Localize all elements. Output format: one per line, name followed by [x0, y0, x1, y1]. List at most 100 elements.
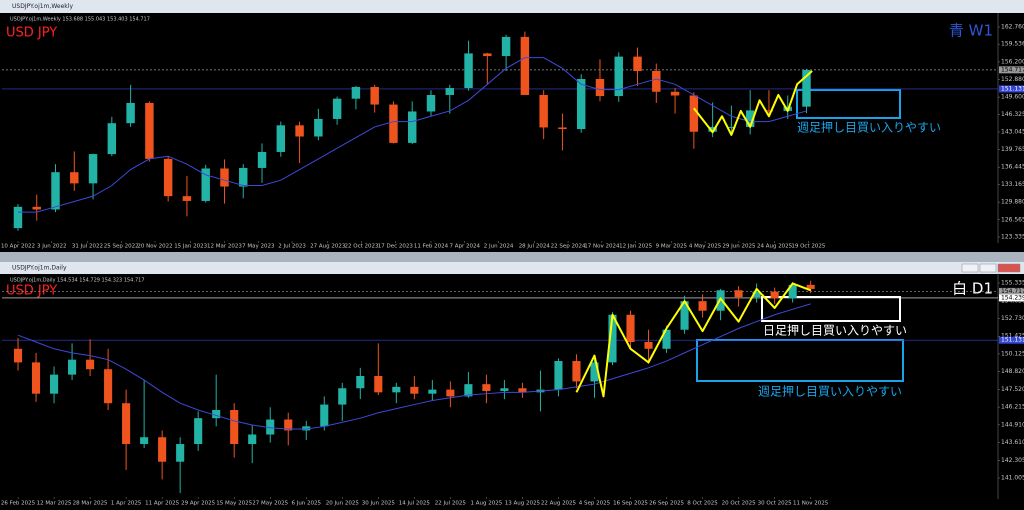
y-tick-label: 126.565 — [1001, 216, 1024, 223]
candle-body — [806, 284, 815, 289]
candle-body — [734, 290, 743, 298]
y-tick-label: 151.425 — [1001, 333, 1024, 340]
candle-body — [614, 56, 623, 97]
candle-body — [351, 86, 361, 99]
price-label: 154.717 — [1001, 66, 1024, 73]
candle-body — [626, 314, 635, 342]
candle-body — [764, 110, 774, 112]
x-tick-label: 2 Jul 2023 — [278, 244, 306, 250]
candle-body — [572, 361, 581, 382]
buy-zone-box — [796, 89, 901, 119]
candle-body — [426, 94, 436, 112]
window-title: USDJPY.oj1m,Weekly — [12, 3, 73, 10]
candle-body — [32, 206, 41, 210]
candle-body — [374, 376, 383, 393]
candle-body — [126, 102, 135, 124]
y-tick-label: 139.765 — [1001, 146, 1024, 153]
candle-body — [554, 361, 563, 390]
y-tick-label: 142.305 — [1001, 457, 1024, 464]
candle-body — [266, 419, 275, 435]
candle-body — [356, 376, 365, 389]
y-tick-label: 159.536 — [1001, 41, 1024, 48]
y-tick-label: 152.730 — [1001, 315, 1024, 322]
candle-body — [338, 388, 347, 405]
y-tick-label: 156.200 — [1001, 58, 1024, 65]
y-tick-label: 147.520 — [1001, 386, 1024, 393]
candle-body — [212, 410, 221, 419]
candle-body — [483, 53, 492, 57]
candle-body — [332, 98, 342, 119]
x-tick-label: 27 May 2025 — [252, 501, 288, 507]
candle-body — [576, 78, 586, 130]
y-tick-label: 155.335 — [1001, 280, 1024, 287]
candle-body — [13, 348, 23, 363]
x-tick-label: 11 Feb 2024 — [414, 244, 449, 250]
candle-body — [500, 388, 509, 391]
x-tick-label: 26 Feb 2025 — [1, 501, 36, 507]
candle-body — [445, 88, 455, 95]
x-tick-label: 11 Nov 2025 — [793, 501, 829, 507]
x-tick-label: 29 Apr 2025 — [181, 501, 216, 507]
buy-zone-box — [761, 296, 901, 322]
y-tick-label: 148.820 — [1001, 368, 1024, 375]
x-tick-label: 22 Oct 2023 — [345, 244, 380, 250]
candle-body — [644, 341, 653, 349]
title-bar — [0, 262, 1024, 274]
minimize-button[interactable] — [961, 263, 979, 273]
candle-body — [708, 126, 717, 132]
candle-body — [428, 389, 437, 394]
zigzag-line — [575, 282, 812, 398]
candle-body — [295, 125, 304, 137]
candle-body — [194, 418, 203, 445]
candle-body — [239, 167, 248, 187]
candle-body — [608, 314, 617, 363]
candle-body — [68, 359, 77, 375]
candle-body — [770, 291, 779, 299]
y-tick-label: 141.005 — [1001, 474, 1024, 481]
maximize-button[interactable] — [979, 263, 997, 273]
candle-body — [104, 369, 113, 404]
candle-body — [182, 196, 192, 201]
x-tick-label: 7 Apr 2024 — [450, 244, 481, 250]
price-label: 151.131 — [1001, 337, 1024, 344]
x-tick-label: 11 Apr 2025 — [145, 501, 180, 507]
title-bar — [0, 0, 1024, 13]
candle-body — [520, 36, 530, 95]
x-tick-label: 2 Jun 2024 — [484, 244, 514, 250]
zigzag-line — [693, 70, 813, 136]
x-tick-label: 27 Aug 2023 — [310, 244, 346, 250]
candle-body — [501, 36, 511, 57]
x-tick-label: 6 Jun 2025 — [291, 501, 321, 507]
candle-body — [122, 403, 131, 445]
candle-body — [464, 53, 473, 89]
y-tick-label: 143.045 — [1001, 129, 1024, 136]
annotation: 週足押し目買い入りやすい — [758, 385, 902, 399]
candle-body — [595, 78, 605, 97]
y-tick-label: 146.215 — [1001, 404, 1024, 411]
chart-header: USDJPY.oj1m,Weekly 153.688 155.043 153.4… — [10, 17, 150, 23]
candle-body — [788, 284, 797, 299]
candle-body — [633, 56, 642, 71]
x-tick-label: 24 Aug 2025 — [757, 244, 793, 250]
candle-body — [158, 437, 167, 462]
x-tick-label: 26 Sep 2025 — [649, 501, 684, 507]
candle-body — [689, 95, 699, 132]
x-tick-label: 28 Mar 2025 — [73, 501, 108, 507]
x-tick-label: 20 Jun 2025 — [326, 501, 360, 507]
x-tick-label: 16 Sep 2025 — [613, 501, 648, 507]
candle-body — [446, 389, 455, 397]
candle-body — [662, 329, 671, 349]
symbol-label: USD JPY — [6, 284, 57, 299]
candle-body — [31, 362, 41, 394]
candle-body — [539, 94, 548, 128]
x-tick-label: 4 Sep 2025 — [579, 501, 611, 507]
x-tick-label: 30 Jun 2025 — [362, 501, 396, 507]
candle-body — [13, 206, 23, 229]
y-tick-label: 152.880 — [1001, 76, 1024, 83]
candle-body — [176, 444, 185, 462]
close-button[interactable] — [997, 263, 1021, 273]
y-tick-label: 133.165 — [1001, 181, 1024, 188]
candle-body — [370, 86, 379, 105]
